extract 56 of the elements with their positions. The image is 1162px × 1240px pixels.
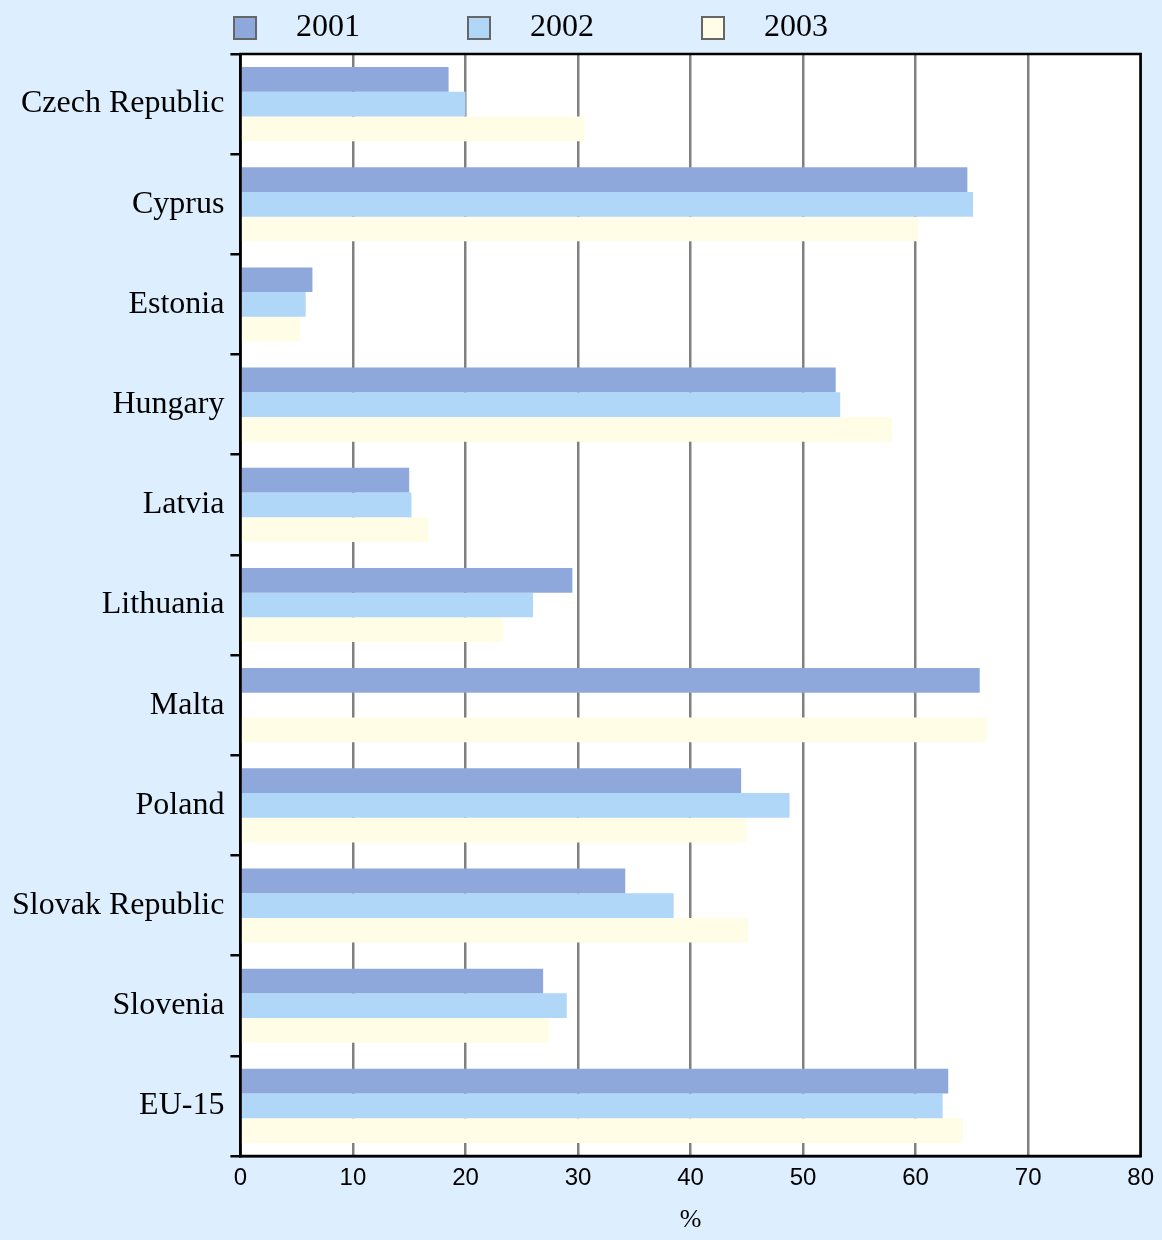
y-tick-label: EU-15 [139, 1085, 225, 1122]
bar [241, 467, 410, 493]
y-tick-label: Slovenia [112, 985, 225, 1022]
bar [241, 517, 429, 542]
bar [241, 567, 573, 593]
x-tick-label: 80 [1127, 1163, 1154, 1191]
bar [241, 893, 674, 918]
bar [241, 917, 748, 943]
y-tick-label: Lithuania [101, 584, 225, 621]
bar [241, 216, 918, 242]
bar [241, 1068, 949, 1094]
bar [241, 292, 306, 317]
bar [241, 868, 626, 894]
x-tick-label: 70 [1014, 1163, 1042, 1191]
bar [241, 191, 973, 217]
bar [241, 267, 313, 293]
y-tick-label: Estonia [128, 283, 225, 320]
bar [241, 793, 790, 818]
bar [241, 1018, 549, 1043]
bar [241, 993, 567, 1019]
bar [241, 592, 533, 618]
y-tick-label: Czech Republic [20, 83, 225, 120]
legend-label: 2002 [506, 7, 690, 44]
bar [241, 367, 836, 393]
bar [241, 91, 466, 117]
bar [241, 416, 892, 442]
x-axis-title: % [679, 1204, 702, 1234]
x-tick-label: 40 [677, 1163, 704, 1191]
y-tick-label: Malta [149, 684, 225, 721]
bar [241, 67, 449, 92]
y-tick-label: Cyprus [131, 183, 225, 220]
y-tick-label: Slovak Republic [12, 884, 225, 921]
bar [241, 316, 301, 342]
bar [241, 768, 742, 794]
bar [241, 392, 841, 417]
bar [241, 668, 980, 693]
bar [241, 617, 503, 643]
bar [241, 1118, 963, 1143]
x-tick-label: 0 [233, 1163, 248, 1191]
bar [241, 492, 412, 518]
bar [241, 167, 968, 192]
x-tick-label: 60 [902, 1163, 929, 1191]
bar [241, 968, 544, 994]
x-tick-label: 10 [339, 1163, 367, 1191]
bar [241, 717, 987, 743]
bar [241, 1093, 943, 1119]
y-tick-label: Hungary [112, 384, 225, 421]
y-tick-label: Latvia [142, 484, 225, 521]
x-tick-label: 50 [789, 1163, 817, 1191]
x-tick-label: 30 [564, 1163, 592, 1191]
bar [241, 817, 747, 843]
legend-label: 2003 [740, 7, 924, 44]
x-tick-label: 20 [452, 1163, 479, 1191]
bar [241, 116, 585, 142]
y-tick-label: Poland [135, 784, 225, 821]
legend-label: 2001 [272, 7, 456, 44]
